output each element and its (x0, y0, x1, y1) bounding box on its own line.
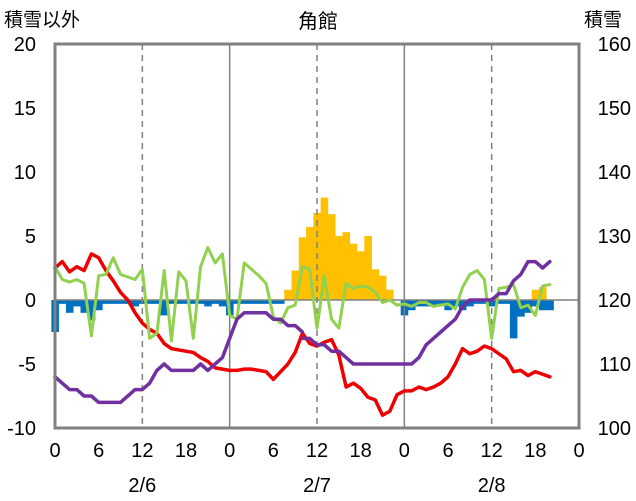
x-tick-label: 0 (573, 440, 584, 462)
bar-blue_bar-8 (109, 300, 118, 304)
x-tick-label: 18 (524, 440, 546, 462)
bar-orange_bar-42 (357, 251, 365, 300)
bar-blue_bar-53 (437, 300, 445, 304)
bar-blue_bar-18 (182, 300, 190, 304)
bar-orange_bar-35 (306, 227, 314, 300)
right-y-tick-label: 160 (598, 34, 631, 56)
bar-blue_bar-29 (262, 300, 270, 304)
date-label: 2/7 (303, 475, 331, 497)
left-y-tick-label: 0 (25, 290, 36, 312)
bar-blue_bar-9 (116, 300, 125, 304)
bar-blue_bar-60 (488, 300, 496, 307)
bar-blue_bar-1 (58, 300, 67, 304)
bar-blue_bar-19 (189, 300, 198, 304)
bar-blue_bar-57 (466, 300, 474, 307)
bar-blue_bar-68 (546, 300, 554, 311)
bar-blue_bar-63 (509, 300, 518, 339)
x-tick-label: 18 (175, 440, 197, 462)
bar-orange_bar-44 (371, 269, 380, 300)
x-tick-label: 6 (442, 440, 453, 462)
right-y-tick-label: 110 (599, 354, 631, 376)
bar-orange_bar-41 (349, 243, 358, 300)
bar-orange_bar-43 (364, 236, 372, 300)
series-line-green-1 (53, 246, 552, 343)
right-y-tick-label: 140 (598, 162, 631, 184)
right-axis-title: 積雪 (584, 9, 622, 31)
x-tick-label: 12 (306, 440, 328, 462)
bar-orange_bar-39 (335, 236, 343, 300)
plot-frame (53, 42, 581, 430)
bar-blue_bar-58 (473, 300, 482, 304)
bar-orange_bar-38 (327, 214, 336, 300)
x-tick-label: 6 (93, 440, 104, 462)
bar-blue_bar-61 (495, 300, 503, 304)
bar-blue_bar-21 (204, 300, 212, 307)
bar-blue_bar-7 (102, 300, 110, 304)
bar-blue_bar-23 (218, 300, 227, 307)
x-tick-label: 18 (350, 440, 372, 462)
right-y-tick-label: 130 (598, 226, 631, 248)
bar-blue_bar-11 (131, 300, 139, 307)
bar-blue_bar-5 (87, 300, 96, 321)
date-label: 2/8 (478, 475, 506, 497)
left-y-tick-label: -10 (7, 418, 36, 440)
x-tick-label: 12 (131, 440, 153, 462)
series-line-purple-3 (300, 259, 552, 366)
bar-blue_bar-3 (73, 300, 81, 307)
series-layer (53, 246, 552, 417)
bar-blue_bar-17 (175, 300, 183, 304)
bar-orange_bar-46 (386, 289, 394, 300)
bar-blue_bar-62 (502, 300, 511, 304)
left-y-tick-label: 5 (25, 226, 36, 248)
bar-blue_bar-4 (80, 300, 89, 313)
bar-blue_bar-6 (95, 300, 103, 311)
right-y-tick-label: 120 (598, 290, 631, 312)
bar-blue_bar-2 (65, 300, 74, 313)
bar-blue_bar-52 (429, 300, 438, 307)
bar-blue_bar-22 (211, 300, 220, 304)
left-axis-title: 積雪以外 (4, 9, 80, 31)
bar-blue_bar-67 (538, 300, 547, 311)
bar-orange_bar-66 (531, 289, 540, 300)
x-tick-label: 6 (268, 440, 279, 462)
bar-blue_bar-26 (240, 300, 249, 304)
bar-blue_bar-14 (153, 300, 161, 304)
chart-title: 角館 (298, 10, 338, 33)
bar-orange_bar-32 (284, 289, 292, 300)
bar-blue_bar-59 (480, 300, 489, 304)
x-tick-label: 12 (481, 440, 503, 462)
date-label: 2/6 (128, 475, 156, 497)
bar-blue_bar-16 (167, 300, 176, 304)
bar-orange_bar-45 (378, 275, 387, 300)
bar-orange_bar-40 (342, 232, 351, 300)
bar-blue_bar-55 (451, 300, 460, 307)
left-y-tick-label: 15 (14, 98, 36, 120)
bar-orange_bar-33 (291, 270, 300, 300)
right-y-tick-label: 100 (598, 418, 631, 440)
left-y-tick-label: 20 (14, 34, 36, 56)
x-tick-label: 0 (224, 440, 235, 462)
left-y-tick-label: 10 (14, 162, 36, 184)
x-tick-label: 0 (399, 440, 410, 462)
grid-layer (55, 44, 579, 428)
series-line-purple-2 (53, 311, 305, 405)
bar-blue_bar-27 (247, 300, 256, 304)
bar-blue_bar-20 (196, 300, 205, 304)
bar-orange_bar-67 (538, 287, 547, 300)
bar-blue_bar-31 (276, 300, 285, 304)
left-y-tick-label: -5 (18, 354, 36, 376)
bar-blue_bar-30 (269, 300, 278, 304)
bar-blue_bar-15 (160, 300, 169, 316)
bar-blue_bar-25 (233, 300, 241, 304)
bar-blue_bar-28 (255, 300, 263, 304)
bar-blue_bar-66 (531, 300, 540, 307)
right-y-tick-label: 150 (598, 98, 631, 120)
bar-blue_bar-13 (145, 300, 154, 304)
bar-orange_bar-37 (320, 197, 329, 300)
x-tick-label: 0 (49, 440, 60, 462)
